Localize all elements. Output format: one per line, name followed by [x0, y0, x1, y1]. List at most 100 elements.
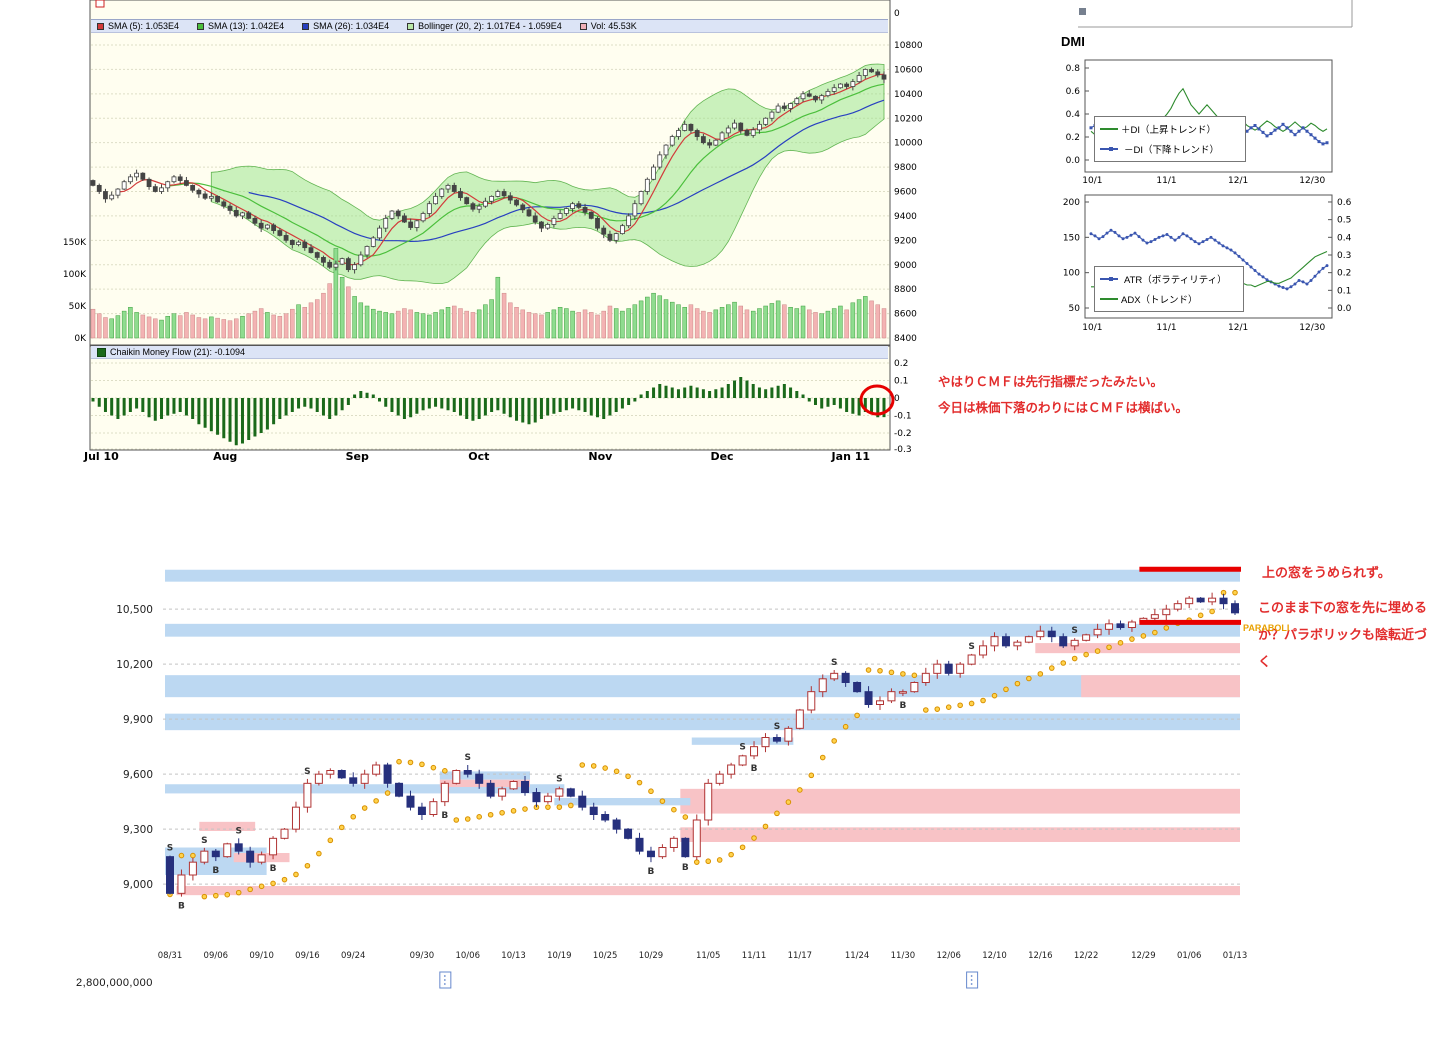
- svg-text:10/13: 10/13: [501, 951, 526, 961]
- svg-text:S: S: [774, 722, 780, 732]
- svg-text:10,200: 10,200: [116, 659, 153, 671]
- legend-swatch-icon: [197, 22, 205, 30]
- clipped-swatch: [95, 0, 105, 8]
- svg-text:12/16: 12/16: [1028, 951, 1053, 961]
- svg-text:8400: 8400: [894, 334, 917, 344]
- svg-text:S: S: [167, 844, 173, 854]
- svg-text:11/17: 11/17: [788, 951, 813, 961]
- svg-text:Dec: Dec: [710, 450, 733, 463]
- signal-markers: S B S B S B S B S S B B S B S S B S S: [167, 626, 1078, 912]
- svg-text:10000: 10000: [894, 139, 923, 149]
- total-volume-label: 2,800,000,000: [76, 977, 153, 989]
- svg-text:12/29: 12/29: [1131, 951, 1156, 961]
- svg-text:S: S: [1071, 626, 1077, 636]
- svg-text:10/06: 10/06: [455, 951, 480, 961]
- svg-text:0.2: 0.2: [1337, 269, 1351, 279]
- cmf-header: Chaikin Money Flow (21): -0.1094: [91, 346, 888, 359]
- svg-text:11/24: 11/24: [845, 951, 870, 961]
- svg-text:12/1: 12/1: [1228, 176, 1248, 186]
- svg-text:B: B: [648, 867, 655, 877]
- svg-text:0: 0: [894, 394, 900, 404]
- svg-text:0.5: 0.5: [1337, 216, 1351, 226]
- legend-item: SMA (26): 1.034E4: [302, 21, 389, 31]
- candles: [90, 67, 887, 274]
- cmf-annotation-line1: やはりＣＭＦは先行指標だったみたい。: [938, 375, 1164, 389]
- window-annotation-top: 上の窓をうめられず。: [1262, 565, 1391, 580]
- svg-text:0.0: 0.0: [1066, 156, 1081, 166]
- svg-text:0.2: 0.2: [894, 359, 908, 369]
- svg-text:12/1: 12/1: [1228, 323, 1248, 333]
- svg-text:-0.1: -0.1: [894, 412, 912, 422]
- volume-bars: [90, 248, 887, 339]
- legend-label: ATR（ボラティリティ）: [1124, 275, 1227, 286]
- svg-text:B: B: [441, 811, 448, 821]
- svg-text:50K: 50K: [69, 302, 87, 312]
- legend-label: Bollinger (20, 2): 1.017E4 - 1.059E4: [418, 21, 562, 31]
- svg-text:100: 100: [1063, 269, 1080, 279]
- svg-text:9400: 9400: [894, 212, 917, 222]
- svg-text:10/19: 10/19: [547, 951, 572, 961]
- svg-text:9800: 9800: [894, 163, 917, 173]
- legend-line-sample-icon: [1100, 128, 1118, 130]
- svg-text:0.3: 0.3: [1337, 251, 1351, 261]
- main-price-chart: 10800 10600 10400 10200 10000 9800 9600 9400 920…: [63, 0, 923, 463]
- svg-text:Jul 10: Jul 10: [83, 450, 119, 463]
- svg-text:9,300: 9,300: [123, 824, 153, 836]
- parabolic-label: PARABOLI: [1243, 623, 1290, 633]
- main-chart-legend: SMA (5): 1.053E4 SMA (13): 1.042E4 SMA (26…: [91, 19, 888, 33]
- svg-text:8800: 8800: [894, 285, 917, 295]
- legend-line-sample-icon: [1100, 298, 1118, 300]
- svg-text:S: S: [464, 753, 470, 763]
- atr-adx-legend: ATR（ボラティリティ） ADX（トレンド）: [1094, 266, 1244, 312]
- cmf-header-label: Chaikin Money Flow (21): -0.1094: [110, 347, 246, 357]
- sma-13-line: [167, 83, 885, 257]
- svg-text:12/06: 12/06: [936, 951, 961, 961]
- legend-label: －DI（下降トレンド）: [1124, 145, 1220, 156]
- svg-text:S: S: [968, 642, 974, 652]
- partial-chart-remnant: [1078, 0, 1353, 28]
- legend-item: ADX（トレンド）: [1100, 289, 1238, 309]
- svg-text:0: 0: [894, 9, 900, 19]
- window-annotation-line3: く: [1258, 654, 1272, 669]
- svg-text:9,600: 9,600: [123, 769, 153, 781]
- svg-text:10800: 10800: [894, 41, 923, 51]
- legend-swatch-icon: [407, 22, 415, 30]
- svg-text:200: 200: [1063, 198, 1080, 208]
- svg-text:09/10: 09/10: [249, 951, 274, 961]
- cmf-annotation: やはりＣＭＦは先行指標だったみたい。 今日は株価下落のわりにはＣＭＦは横ばい。: [938, 369, 1188, 421]
- svg-text:S: S: [831, 658, 837, 668]
- window-bands: [165, 569, 1240, 896]
- svg-text:0.6: 0.6: [1066, 87, 1081, 97]
- svg-text:0.4: 0.4: [1066, 110, 1081, 120]
- svg-text:10400: 10400: [894, 90, 923, 100]
- svg-text:B: B: [178, 902, 185, 912]
- svg-text:B: B: [212, 866, 219, 876]
- clipped-volume-markers: [439, 971, 979, 989]
- svg-text:11/05: 11/05: [696, 951, 721, 961]
- svg-text:0.1: 0.1: [1337, 286, 1351, 296]
- sma-26-line: [248, 99, 885, 243]
- svg-text:9200: 9200: [894, 236, 917, 246]
- svg-text:Sep: Sep: [346, 450, 369, 463]
- svg-text:12/30: 12/30: [1299, 323, 1325, 333]
- legend-label: Vol: 45.53K: [590, 21, 637, 31]
- svg-text:0.0: 0.0: [1337, 304, 1352, 314]
- svg-text:12/22: 12/22: [1074, 951, 1099, 961]
- window-annotation-line1: このまま下の窓を先に埋める: [1258, 600, 1428, 615]
- cmf-chart: 0.2 0.1 0 -0.1 -0.2 -0.3: [89, 345, 912, 455]
- svg-text:10,500: 10,500: [116, 604, 153, 616]
- svg-text:0.1: 0.1: [894, 377, 908, 387]
- svg-text:Aug: Aug: [213, 450, 237, 463]
- legend-label: SMA (5): 1.053E4: [108, 21, 180, 31]
- svg-text:9600: 9600: [894, 188, 917, 198]
- legend-swatch-icon: [579, 22, 587, 30]
- svg-text:B: B: [682, 863, 689, 873]
- svg-text:150: 150: [1063, 233, 1080, 243]
- legend-label: ADX（トレンド）: [1121, 295, 1198, 306]
- atr-adx-chart: 200 150 100 50 0.6 0.5 0.4 0.3 0.2 0.1 0.0 10/1 11/1…: [1063, 194, 1352, 333]
- daily-candles: [166, 592, 1239, 897]
- legend-item: ATR（ボラティリティ）: [1100, 269, 1238, 289]
- svg-text:S: S: [235, 826, 241, 836]
- legend-item: Bollinger (20, 2): 1.017E4 - 1.059E4: [407, 21, 562, 31]
